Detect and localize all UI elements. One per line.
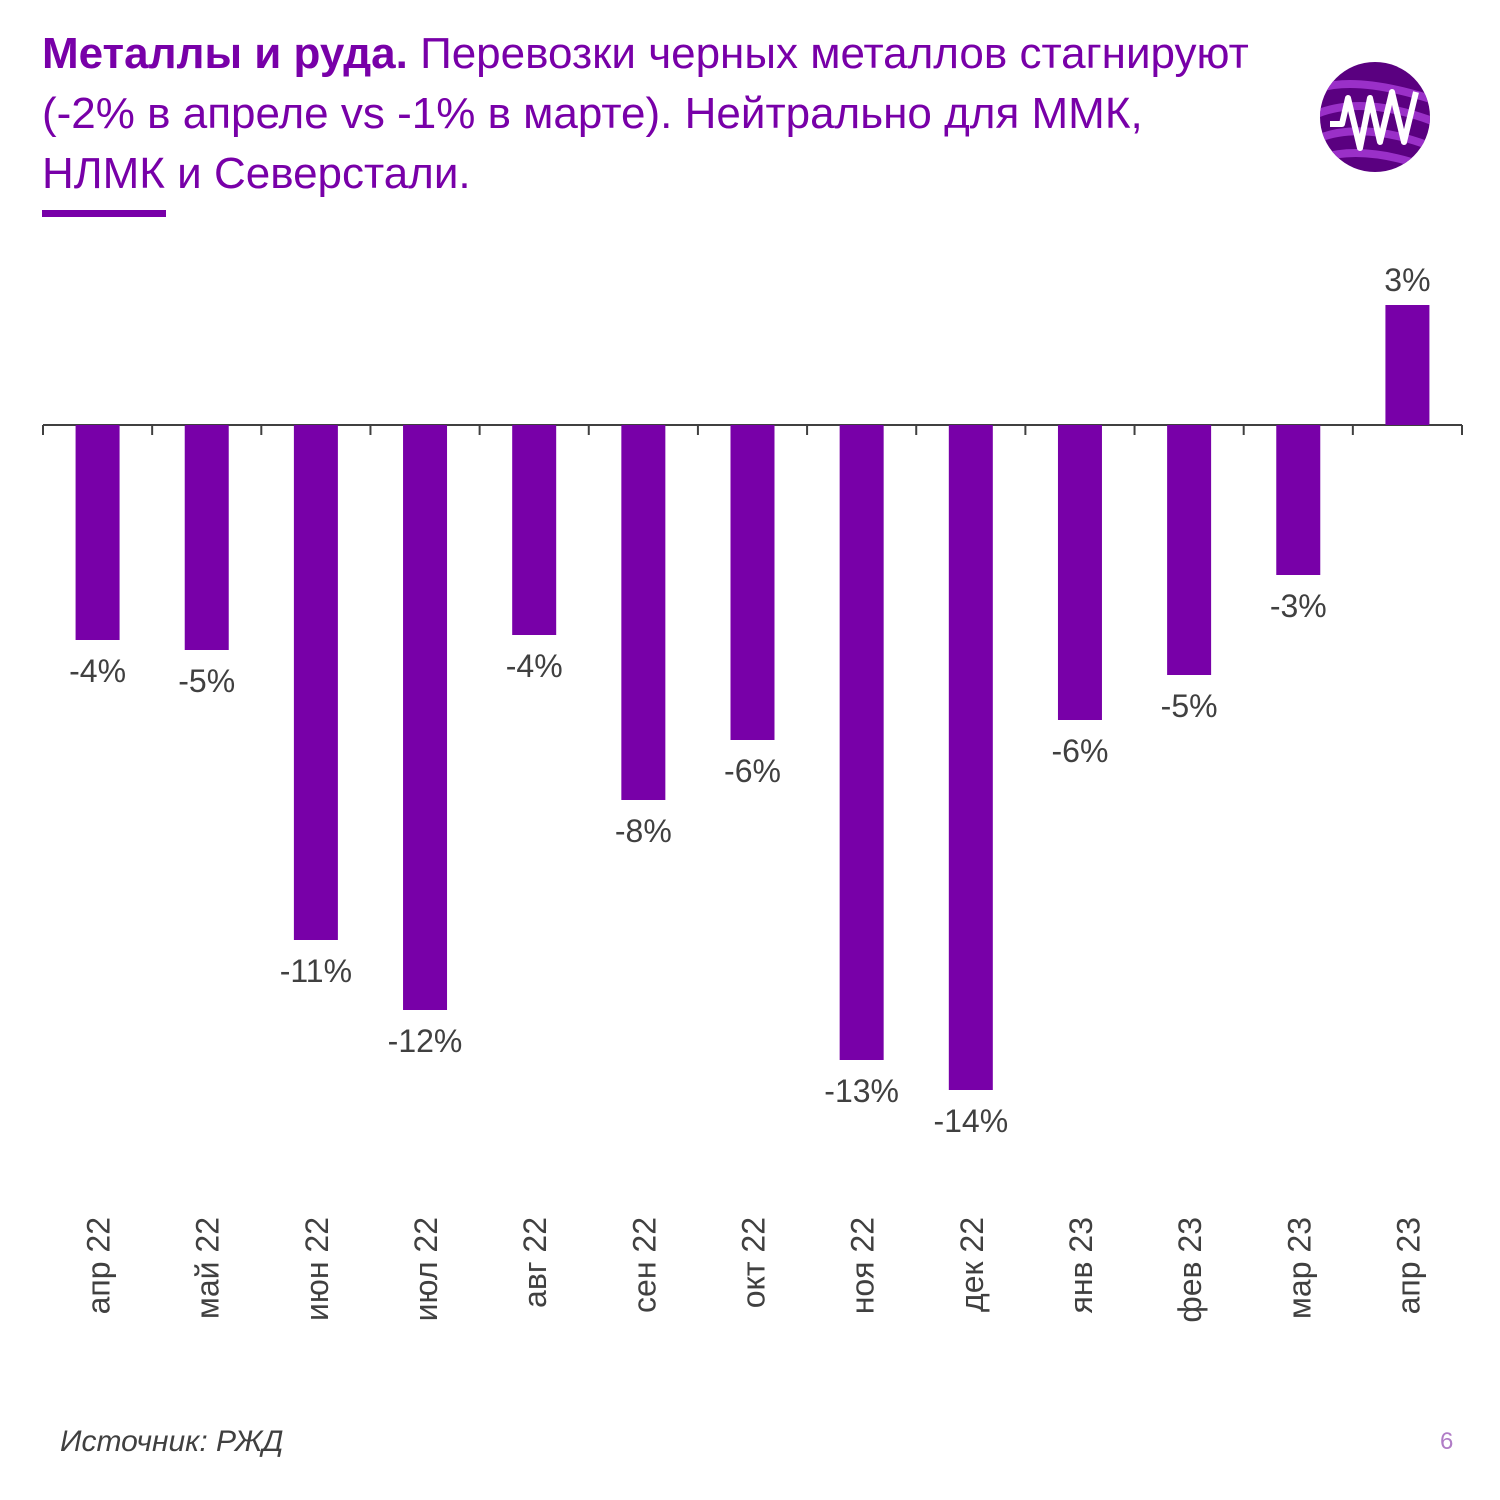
x-tick-label: фев 23 (1172, 1217, 1208, 1323)
bar-июн-22 (293, 425, 338, 940)
x-tick-label: окт 22 (736, 1217, 772, 1308)
x-tick-label: сен 22 (626, 1217, 662, 1313)
data-label: -4% (69, 653, 126, 689)
x-tick-label: мар 23 (1281, 1217, 1317, 1319)
data-label: -11% (280, 953, 352, 989)
bar-авг-22 (512, 425, 557, 635)
mw-logo-icon (1320, 62, 1430, 172)
bar-ноя-22 (839, 425, 884, 1060)
data-label: -8% (615, 813, 672, 849)
x-tick-label: ноя 22 (845, 1217, 881, 1314)
source-note: Источник: РЖД (60, 1425, 284, 1458)
x-tick-label: апр 23 (1390, 1217, 1426, 1314)
bar-май-22 (184, 425, 229, 650)
title-bold: Металлы и руда. (42, 29, 408, 78)
data-label: 3% (1384, 262, 1430, 298)
page-title: Металлы и руда. Перевозки черных металло… (42, 24, 1272, 204)
x-tick-label: июн 22 (299, 1217, 335, 1321)
bar-мар-23 (1276, 425, 1321, 575)
data-label: -6% (1052, 733, 1109, 769)
data-label: -12% (388, 1023, 463, 1059)
bar-сен-22 (621, 425, 666, 800)
logo-graphic (1320, 62, 1430, 172)
data-label: -4% (506, 648, 563, 684)
data-label: -6% (724, 753, 781, 789)
data-label: -5% (178, 663, 235, 699)
data-label: -3% (1270, 588, 1327, 624)
x-tick-label: май 22 (190, 1217, 226, 1319)
bar-апр-23 (1385, 305, 1430, 425)
page-number: 6 (1440, 1428, 1454, 1455)
x-tick-label: июл 22 (408, 1217, 444, 1321)
title-rest: Перевозки черных металлов стагнируют (-2… (42, 29, 1249, 198)
data-label: -14% (933, 1103, 1008, 1139)
logo-wave (1330, 89, 1419, 151)
data-label: -5% (1161, 688, 1218, 724)
x-tick-label: янв 23 (1063, 1217, 1099, 1313)
x-tick-label: апр 22 (81, 1217, 117, 1314)
x-tick-label: авг 22 (517, 1217, 553, 1308)
bar-дек-22 (948, 425, 993, 1090)
title-underline (42, 210, 166, 217)
bar-янв-23 (1057, 425, 1102, 720)
bar-окт-22 (730, 425, 775, 740)
bar-апр-22 (75, 425, 120, 640)
bar-июл-22 (403, 425, 448, 1010)
bar-фев-23 (1167, 425, 1212, 675)
data-label: -13% (824, 1073, 899, 1109)
x-tick-label: дек 22 (954, 1217, 990, 1312)
